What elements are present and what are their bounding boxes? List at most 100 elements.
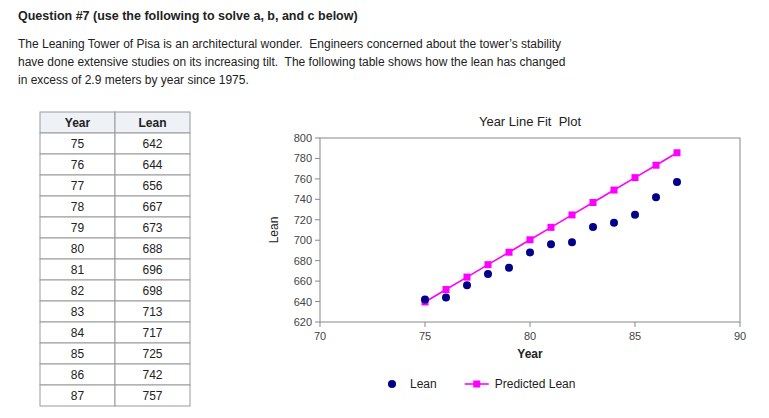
legend-swatch (388, 380, 396, 388)
y-tick-label: 660 (294, 275, 312, 287)
x-tick-label: 90 (734, 330, 746, 342)
table-cell (40, 154, 115, 175)
table-header-cell (40, 112, 115, 133)
table-cell (115, 175, 190, 196)
table-value: 742 (142, 368, 162, 382)
y-tick-label: 640 (294, 296, 312, 308)
table-value: 696 (142, 263, 162, 277)
table-value: 667 (142, 200, 162, 214)
table-cell (115, 385, 190, 406)
y-tick (315, 240, 320, 241)
table-value: 673 (142, 221, 162, 235)
chart-root: Question #7 (use the following to solve … (0, 0, 769, 418)
table-value: 644 (142, 158, 162, 172)
table-cell (40, 343, 115, 364)
table-cell (115, 322, 190, 343)
table-header: Year (65, 116, 91, 130)
scatter-point (568, 238, 576, 246)
y-tick-label: 680 (294, 255, 312, 267)
y-tick (315, 178, 320, 179)
scatter-point (526, 248, 534, 256)
table-cell (40, 238, 115, 259)
table-cell (115, 196, 190, 217)
table-value: 688 (142, 242, 162, 256)
table-value: 83 (71, 305, 85, 319)
scatter-point (547, 240, 555, 248)
table-value: 642 (142, 137, 162, 151)
y-tick-label: 700 (294, 234, 312, 246)
table-value: 87 (71, 389, 85, 403)
table-value: 656 (142, 179, 162, 193)
scatter-point (442, 293, 450, 301)
table-value: 82 (71, 284, 85, 298)
table-cell (115, 217, 190, 238)
line-marker (506, 249, 513, 256)
legend-label: Lean (410, 377, 437, 391)
table-value: 85 (71, 347, 85, 361)
chart-title: Year Line Fit Plot (479, 114, 582, 129)
x-tick-label: 85 (629, 330, 641, 342)
y-tick-label: 780 (294, 152, 312, 164)
table-cell (40, 259, 115, 280)
y-tick (315, 260, 320, 261)
table-cell (40, 133, 115, 154)
table-value: 86 (71, 368, 85, 382)
y-tick (315, 322, 320, 323)
table-value: 76 (71, 158, 85, 172)
x-axis-label: Year (517, 347, 543, 361)
legend-swatch (473, 381, 480, 388)
body-text: have done extensive studies on its incre… (18, 55, 565, 69)
y-tick (315, 138, 320, 139)
table-value: 757 (142, 389, 162, 403)
scatter-point (463, 281, 471, 289)
table-value: 79 (71, 221, 85, 235)
x-tick-label: 70 (314, 330, 326, 342)
scatter-point (505, 264, 513, 272)
scatter-point (589, 223, 597, 231)
table-value: 81 (71, 263, 85, 277)
y-tick-label: 800 (294, 132, 312, 144)
table-value: 725 (142, 347, 162, 361)
x-tick (425, 322, 426, 327)
body-text: in excess of 2.9 meters by year since 19… (18, 73, 249, 87)
table-value: 78 (71, 200, 85, 214)
table-header: Lean (138, 116, 166, 130)
table-cell (115, 343, 190, 364)
table-value: 77 (71, 179, 85, 193)
data-table: Year Lean 75 642 76 644 77 656 78 667 79 673 80 688 81… (40, 112, 190, 406)
axes: 7075808590620640660680700720740760780800 (294, 132, 746, 342)
table-cell (115, 280, 190, 301)
y-tick-label: 720 (294, 214, 312, 226)
y-tick (315, 199, 320, 200)
line-marker (569, 211, 576, 218)
series-line (422, 149, 681, 305)
legend-item: Predicted Lean (465, 377, 576, 391)
table-header-cell (115, 112, 190, 133)
table-value: 698 (142, 284, 162, 298)
line-marker (674, 149, 681, 156)
table-cell (40, 385, 115, 406)
x-tick (740, 322, 741, 327)
line-marker (443, 286, 450, 293)
line-marker (632, 174, 639, 181)
y-tick (315, 158, 320, 159)
table-cell (115, 259, 190, 280)
table-cell (115, 238, 190, 259)
y-axis-label: Lean (267, 217, 281, 244)
table-value: 717 (142, 326, 162, 340)
table-value: 713 (142, 305, 162, 319)
line-marker (548, 224, 555, 231)
line-marker (653, 162, 660, 169)
x-tick-label: 80 (524, 330, 536, 342)
table-value: 84 (71, 326, 85, 340)
scatter-point (484, 270, 492, 278)
table-value: 80 (71, 242, 85, 256)
line-marker (464, 274, 471, 281)
line-marker (611, 187, 618, 194)
table-cell (115, 364, 190, 385)
scatter-point (652, 193, 660, 201)
line-marker (527, 236, 534, 243)
legend: Lean Predicted Lean (388, 377, 575, 391)
x-tick (320, 322, 321, 327)
table-value: 75 (71, 137, 85, 151)
